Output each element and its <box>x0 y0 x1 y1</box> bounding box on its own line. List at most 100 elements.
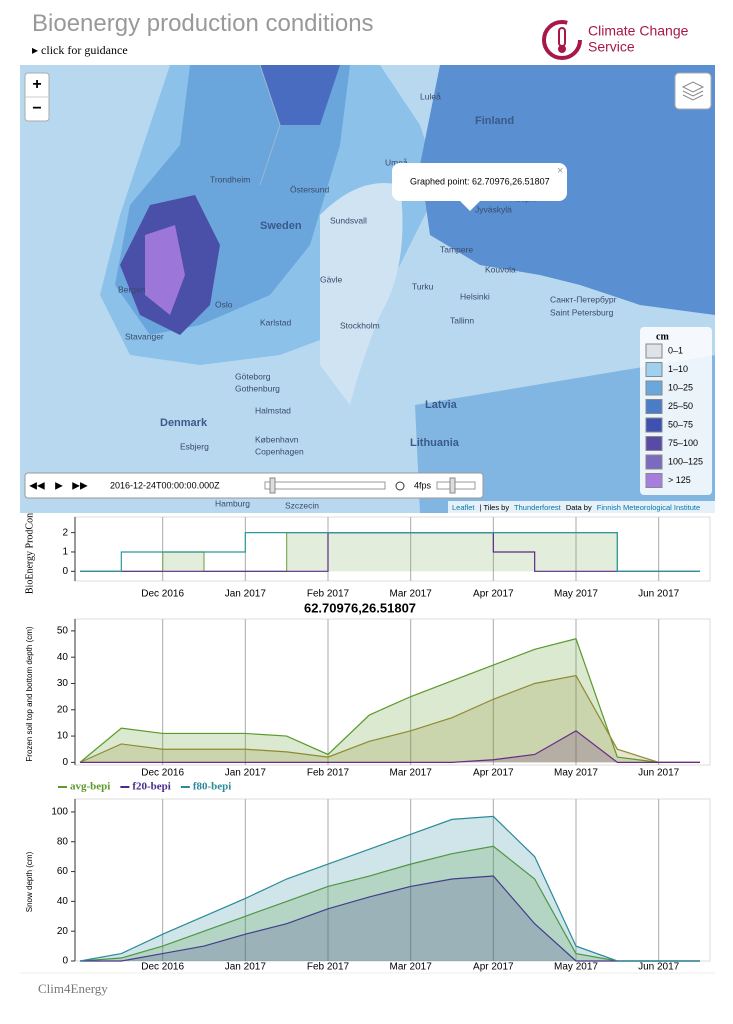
x-tick-label: Apr 2017 <box>473 962 514 973</box>
legend-label: 100–125 <box>668 456 703 466</box>
series-area <box>80 876 700 961</box>
place: Östersund <box>290 184 329 194</box>
country: Denmark <box>160 417 208 429</box>
layers-box[interactable] <box>674 72 712 110</box>
legend-label: 10–25 <box>668 382 693 392</box>
forward-button[interactable]: ▶▶ <box>72 481 88 492</box>
chart-title: 62.70976,26.51807 <box>304 600 416 615</box>
place: Stockholm <box>340 320 380 330</box>
attribution-link[interactable]: Thunderforest <box>514 503 562 512</box>
y-tick-label: 40 <box>57 896 69 907</box>
speed-icon <box>395 481 405 491</box>
layers-button[interactable] <box>674 72 712 110</box>
y-tick-label: 60 <box>57 866 69 877</box>
place: Luleå <box>420 91 441 101</box>
time-slider[interactable] <box>264 481 386 490</box>
legend-label: 25–50 <box>668 401 693 411</box>
x-tick-label: Dec 2016 <box>141 962 184 973</box>
attribution-link[interactable]: Leaflet <box>452 503 475 512</box>
place: Karlstad <box>260 317 291 327</box>
slider-thumb[interactable] <box>269 477 276 494</box>
time-control[interactable]: ◀◀ ▶ ▶▶ 2016-12-24T00:00:00.000Z 4fps <box>24 472 484 499</box>
legend-swatch <box>645 473 663 488</box>
attribution-link[interactable]: Finnish Meteorological Institute <box>597 503 700 512</box>
y-tick-label: 0 <box>62 757 68 768</box>
legend-label: f80-bepi <box>193 781 232 793</box>
place: Tallinn <box>450 315 474 325</box>
fps-label: 4fps <box>414 480 432 490</box>
x-tick-label: Jan 2017 <box>225 962 267 973</box>
logo: Climate Change Service <box>542 20 689 60</box>
series-line <box>80 730 700 763</box>
map[interactable]: Luleå Finland Umeå Trondheim Östersund S… <box>20 65 715 513</box>
place: Halmstad <box>255 405 291 415</box>
x-tick-label: May 2017 <box>554 768 598 779</box>
back-button[interactable]: ◀◀ <box>29 481 45 492</box>
place: Kouvola <box>485 264 516 274</box>
guidance-toggle[interactable]: ▸ click for guidance <box>32 43 128 57</box>
layers-icon <box>681 81 705 101</box>
popup-close[interactable]: × <box>557 165 563 177</box>
country: Finland <box>475 115 514 127</box>
place: Helsinki <box>460 291 490 301</box>
x-tick-label: Dec 2016 <box>141 589 184 600</box>
legend-label: 1–10 <box>668 364 688 374</box>
x-tick-label: Jun 2017 <box>638 589 680 600</box>
x-tick-label: Apr 2017 <box>473 589 514 600</box>
x-tick-label: Feb 2017 <box>307 768 350 779</box>
place: Esbjerg <box>180 441 209 451</box>
country: Sweden <box>260 220 302 232</box>
place: Szczecin <box>285 500 319 510</box>
popup: Graphed point: 62.70976,26.51807 × <box>392 163 567 211</box>
place: Санкт-Петербург <box>550 294 617 304</box>
place: København <box>255 434 299 444</box>
attribution-text: Data by <box>566 503 592 512</box>
zoom-in[interactable]: + <box>32 76 41 93</box>
place: Bergen <box>118 284 146 294</box>
y-tick-label: 20 <box>57 926 69 937</box>
place: Sundsvall <box>330 215 367 225</box>
series-line <box>80 875 700 962</box>
y-tick-label: 100 <box>51 807 68 818</box>
legend-swatch <box>645 399 663 414</box>
map-legend: cm 0–1 1–10 10–25 25–50 50–75 75–100 100–125 > … <box>640 327 712 495</box>
y-axis-label: BioEnergy ProdCond <box>24 513 35 594</box>
legend-label: f20-bepi <box>132 781 171 793</box>
legend-swatch <box>645 362 663 377</box>
y-tick-label: 40 <box>57 652 69 663</box>
y-tick-label: 10 <box>57 731 69 742</box>
popup-text: Graphed point: 62.70976,26.51807 <box>410 176 550 186</box>
logo-text: Service <box>588 39 635 55</box>
x-tick-label: Jun 2017 <box>638 768 680 779</box>
legend-label: 50–75 <box>668 419 693 429</box>
legend-swatch <box>645 454 663 470</box>
series-line <box>80 532 700 572</box>
y-tick-label: 50 <box>57 626 69 637</box>
zoom-out[interactable]: − <box>32 100 41 117</box>
x-tick-label: May 2017 <box>554 589 598 600</box>
zone <box>145 225 185 315</box>
slider-thumb[interactable] <box>449 477 456 494</box>
legend-label: > 125 <box>668 475 691 485</box>
fps-slider[interactable] <box>436 481 476 490</box>
place: Gävle <box>320 274 342 284</box>
logo-bulb <box>558 45 566 53</box>
sea <box>320 183 403 405</box>
legend-swatch <box>645 343 663 359</box>
y-tick-label: 0 <box>62 956 68 967</box>
country: Lithuania <box>410 437 460 449</box>
play-button[interactable]: ▶ <box>55 481 63 492</box>
popup-box <box>392 163 567 201</box>
time-stamp: 2016-12-24T00:00:00.000Z <box>110 480 220 490</box>
guidance-text[interactable]: click for guidance <box>41 43 128 57</box>
legend-label: 75–100 <box>668 438 698 448</box>
y-axis-label: Snow depth (cm) <box>25 851 34 912</box>
logo-ring <box>542 20 582 60</box>
zoom-control[interactable]: + − <box>24 72 50 122</box>
y-tick-label: 20 <box>57 704 69 715</box>
logo-text: Climate Change <box>588 23 689 39</box>
series-line <box>79 845 700 962</box>
attribution-text: | Tiles by <box>480 503 510 512</box>
y-axis-label: Frozen soil top and bottom depth (cm) <box>25 626 34 762</box>
